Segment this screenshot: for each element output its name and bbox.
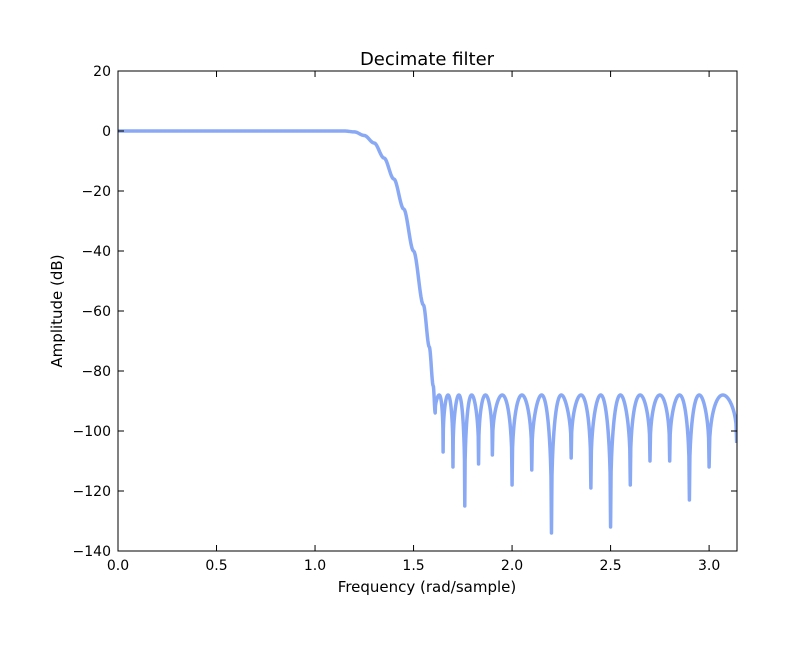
x-axis-label: Frequency (rad/sample) — [338, 578, 516, 596]
response-line — [118, 129, 737, 535]
y-tick-label: 0 — [102, 124, 111, 140]
y-tick-label: −140 — [73, 544, 111, 560]
y-tick-label: −120 — [73, 484, 111, 500]
x-axis: 0.0 0.5 1.0 1.5 2.0 2.5 3.0 — [107, 71, 720, 574]
x-tick-label: 0.0 — [107, 558, 129, 574]
y-tick-label: −100 — [73, 424, 111, 440]
x-tick-label: 0.5 — [205, 558, 227, 574]
y-axis-label: Amplitude (dB) — [48, 254, 66, 367]
x-tick-label: 3.0 — [698, 558, 720, 574]
y-axis: 20 0 −20 −40 −60 −80 −100 −120 −140 — [73, 64, 737, 560]
y-tick-label: −40 — [81, 244, 111, 260]
y-tick-label: −60 — [81, 304, 111, 320]
x-tick-label: 1.5 — [402, 558, 424, 574]
y-tick-label: 20 — [93, 64, 111, 80]
x-tick-label: 1.0 — [304, 558, 326, 574]
y-tick-label: −80 — [81, 364, 111, 380]
y-tick-label: −20 — [81, 184, 111, 200]
plot-frame — [117, 70, 738, 552]
chart-title: Decimate filter — [360, 49, 495, 70]
x-tick-label: 2.0 — [501, 558, 523, 574]
x-tick-label: 2.5 — [599, 558, 621, 574]
